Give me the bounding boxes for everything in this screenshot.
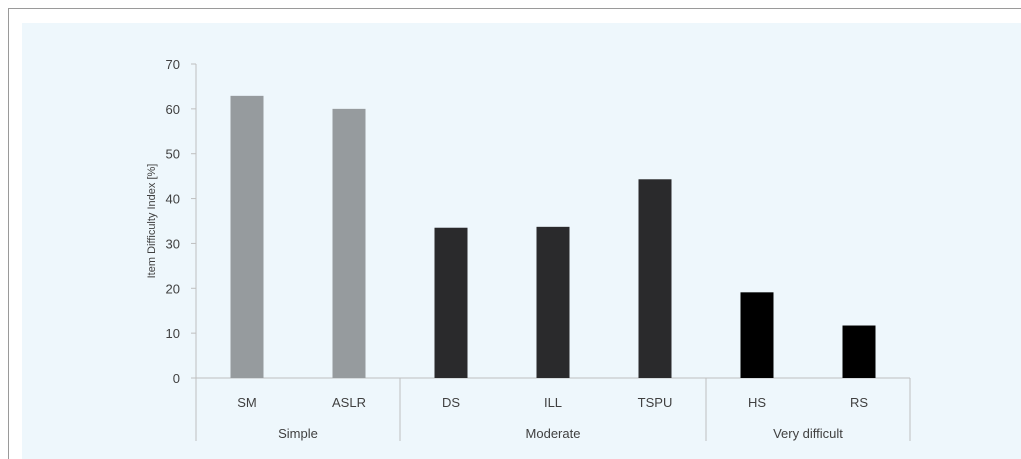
bar-chart: 0 10 20 30 40 50 60 70 SM ASLR DS ILL TSPU HS RS Simpl… xyxy=(22,23,1021,459)
x-category-label: DS xyxy=(442,395,460,410)
y-tick-label: 50 xyxy=(166,147,180,162)
x-category-label: SM xyxy=(237,395,257,410)
chart-frame xyxy=(8,8,1021,459)
y-tick-label: 40 xyxy=(166,192,180,207)
y-tick-label: 0 xyxy=(173,371,180,386)
x-category-label: HS xyxy=(748,395,766,410)
chart-area: 0 10 20 30 40 50 60 70 SM ASLR DS ILL TSPU HS RS Simpl… xyxy=(22,23,1021,459)
y-axis: 0 10 20 30 40 50 60 70 xyxy=(166,57,197,386)
x-category-label: ASLR xyxy=(332,395,366,410)
x-group-label: Moderate xyxy=(526,426,581,441)
x-axis: SM ASLR DS ILL TSPU HS RS Simple Moderate Very di… xyxy=(195,377,911,441)
x-group-label: Simple xyxy=(278,426,318,441)
chart-background xyxy=(22,23,1021,459)
y-axis-title: Item Difficulty Index [%] xyxy=(146,164,158,279)
y-tick-label: 30 xyxy=(166,236,180,251)
y-tick-label: 70 xyxy=(166,57,180,72)
x-category-label: TSPU xyxy=(638,395,673,410)
y-tick-label: 60 xyxy=(166,102,180,117)
bar-sm xyxy=(230,95,264,378)
bar-ill xyxy=(536,226,570,378)
bar-hs xyxy=(740,292,774,378)
bar-rs xyxy=(842,325,876,378)
bar-ds xyxy=(434,227,468,378)
y-tick-label: 20 xyxy=(166,281,180,296)
bar-aslr xyxy=(332,108,366,378)
bar-tspu xyxy=(638,179,672,378)
bars xyxy=(230,95,876,378)
y-tick-label: 10 xyxy=(166,326,180,341)
x-category-label: ILL xyxy=(544,395,562,410)
x-category-label: RS xyxy=(850,395,868,410)
x-group-label: Very difficult xyxy=(773,426,843,441)
